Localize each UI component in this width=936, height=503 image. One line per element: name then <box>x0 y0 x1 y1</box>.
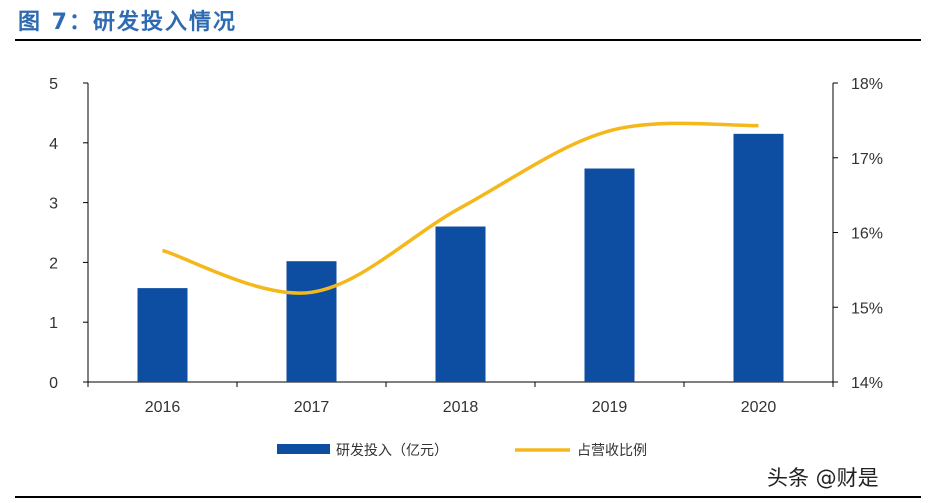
bar-2016 <box>137 288 188 382</box>
left-tick-label: 5 <box>49 76 58 93</box>
legend-line-label: 占营收比例 <box>577 443 647 459</box>
x-tick-label: 2016 <box>145 399 181 416</box>
x-tick-label: 2018 <box>443 399 479 416</box>
left-tick-label: 1 <box>49 315 58 332</box>
bar-2019 <box>584 168 635 382</box>
left-tick-label: 0 <box>49 375 58 392</box>
right-tick-label: 18% <box>851 76 883 93</box>
right-tick-label: 15% <box>851 300 883 317</box>
right-tick-label: 17% <box>851 151 883 168</box>
bar-2018 <box>435 226 486 382</box>
right-tick-label: 14% <box>851 375 883 392</box>
x-tick-label: 2019 <box>592 399 628 416</box>
legend-bar-label: 研发投入（亿元） <box>336 443 448 459</box>
left-tick-label: 3 <box>49 196 58 213</box>
watermark: 头条 @财是 <box>767 466 879 490</box>
figure-title: 图 7：研发投入情况 <box>18 10 237 35</box>
right-tick-label: 16% <box>851 226 883 243</box>
x-tick-label: 2017 <box>294 399 330 416</box>
legend-bar-swatch <box>277 444 330 454</box>
bar-2020 <box>733 133 784 382</box>
bar-2017 <box>286 261 337 382</box>
left-tick-label: 4 <box>49 136 58 153</box>
x-tick-label: 2020 <box>741 399 777 416</box>
bottom-rule <box>15 496 921 498</box>
top-rule <box>15 39 921 41</box>
left-tick-label: 2 <box>49 255 58 272</box>
